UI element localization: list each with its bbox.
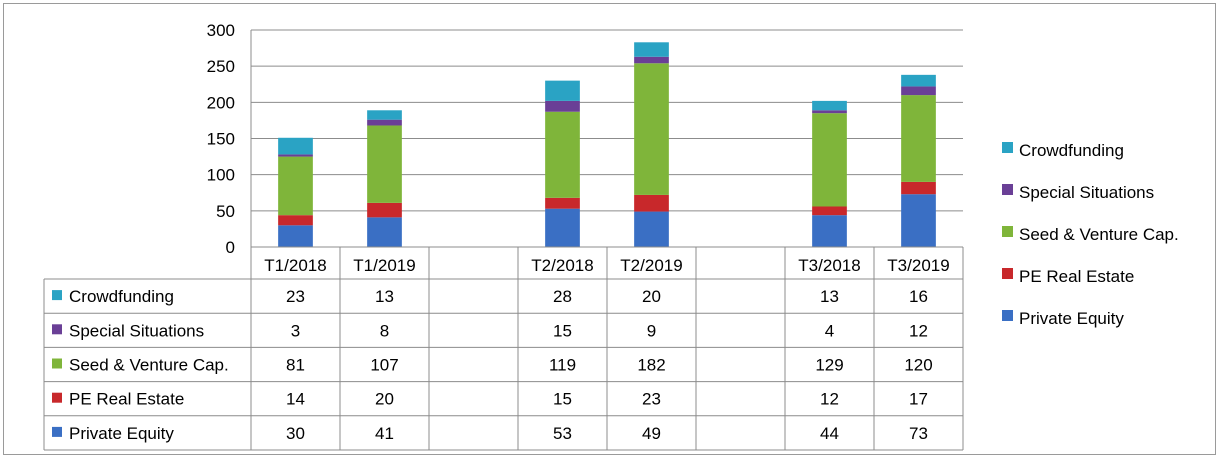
data-label-crowdfunding-t1-2019: 13: [375, 287, 394, 306]
data-label-private-equity-t1-2018: 30: [286, 424, 305, 443]
table-legend-key-private-equity: [52, 426, 62, 437]
bar-seed-venture-cap-t2-2018: [545, 111, 580, 198]
legend-key-private-equity: [1002, 310, 1013, 321]
category-label-t2-2018: T2/2018: [531, 256, 593, 275]
y-tick-label: 250: [207, 57, 235, 76]
bar-crowdfunding-t2-2019: [634, 42, 669, 57]
table-legend-key-pe-real-estate: [52, 392, 62, 403]
y-tick-label: 0: [226, 238, 235, 257]
bar-special-situations-t2-2019: [634, 56, 669, 64]
bar-crowdfunding-t1-2018: [278, 137, 313, 155]
data-label-seed-venture-cap-t1-2019: 107: [370, 356, 398, 375]
bar-special-situations-t3-2018: [812, 110, 847, 114]
table-legend-key-seed-venture-cap: [52, 358, 62, 369]
data-label-special-situations-t2-2018: 15: [553, 321, 572, 340]
bar-private-equity-t3-2018: [812, 215, 847, 247]
legend-label-pe-real-estate: PE Real Estate: [1019, 267, 1134, 286]
category-label-t2-2019: T2/2019: [620, 256, 682, 275]
data-label-seed-venture-cap-t3-2018: 129: [815, 356, 843, 375]
data-label-crowdfunding-t3-2019: 16: [909, 287, 928, 306]
bar-pe-real-estate-t2-2018: [545, 197, 580, 209]
bar-seed-venture-cap-t1-2019: [367, 125, 402, 203]
bar-crowdfunding-t1-2019: [367, 110, 402, 120]
category-label-t1-2019: T1/2019: [353, 256, 415, 275]
data-label-seed-venture-cap-t1-2018: 81: [286, 356, 305, 375]
bar-seed-venture-cap-t1-2018: [278, 156, 313, 216]
data-label-special-situations-t3-2019: 12: [909, 321, 928, 340]
data-label-private-equity-t2-2018: 53: [553, 424, 572, 443]
bar-private-equity-t1-2019: [367, 217, 402, 247]
category-label-t3-2019: T3/2019: [887, 256, 949, 275]
chart-frame: [3, 3, 1216, 455]
bar-special-situations-t3-2019: [901, 86, 936, 96]
data-label-special-situations-t2-2019: 9: [647, 321, 656, 340]
legend-key-seed-venture-cap: [1002, 226, 1013, 237]
legend-key-pe-real-estate: [1002, 268, 1013, 279]
bar-crowdfunding-t3-2018: [812, 100, 847, 111]
bar-crowdfunding-t2-2018: [545, 80, 580, 101]
data-label-pe-real-estate-t3-2018: 12: [820, 390, 839, 409]
legend-label-seed-venture-cap: Seed & Venture Cap.: [1019, 225, 1179, 244]
bar-pe-real-estate-t3-2019: [901, 181, 936, 195]
bar-pe-real-estate-t3-2018: [812, 206, 847, 216]
bar-special-situations-t1-2018: [278, 154, 313, 157]
bar-seed-venture-cap-t3-2019: [901, 95, 936, 182]
bar-seed-venture-cap-t3-2018: [812, 113, 847, 207]
bar-private-equity-t2-2018: [545, 208, 580, 247]
table-legend-key-crowdfunding: [52, 290, 62, 301]
data-label-crowdfunding-t2-2018: 28: [553, 287, 572, 306]
data-label-special-situations-t3-2018: 4: [825, 321, 834, 340]
data-label-seed-venture-cap-t2-2019: 182: [637, 356, 665, 375]
data-label-private-equity-t3-2019: 73: [909, 424, 928, 443]
data-label-private-equity-t3-2018: 44: [820, 424, 839, 443]
data-label-seed-venture-cap-t3-2019: 120: [904, 356, 932, 375]
bar-seed-venture-cap-t2-2019: [634, 63, 669, 195]
data-label-private-equity-t2-2019: 49: [642, 424, 661, 443]
data-label-pe-real-estate-t2-2019: 23: [642, 390, 661, 409]
bar-private-equity-t1-2018: [278, 225, 313, 247]
table-row-label-pe-real-estate: PE Real Estate: [69, 390, 184, 409]
category-label-t3-2018: T3/2018: [798, 256, 860, 275]
data-label-pe-real-estate-t1-2018: 14: [286, 390, 305, 409]
bar-special-situations-t1-2019: [367, 119, 402, 126]
bar-pe-real-estate-t1-2018: [278, 215, 313, 226]
bar-private-equity-t2-2019: [634, 211, 669, 247]
legend-label-crowdfunding: Crowdfunding: [1019, 141, 1124, 160]
table-row-label-private-equity: Private Equity: [69, 424, 174, 443]
bar-pe-real-estate-t1-2019: [367, 202, 402, 218]
legend-label-special-situations: Special Situations: [1019, 183, 1154, 202]
y-tick-label: 200: [207, 93, 235, 112]
data-label-pe-real-estate-t3-2019: 17: [909, 390, 928, 409]
table-row-label-special-situations: Special Situations: [69, 321, 204, 340]
bar-crowdfunding-t3-2019: [901, 74, 936, 87]
legend-key-crowdfunding: [1002, 142, 1013, 153]
data-label-special-situations-t1-2018: 3: [291, 321, 300, 340]
data-label-crowdfunding-t3-2018: 13: [820, 287, 839, 306]
legend-label-private-equity: Private Equity: [1019, 309, 1124, 328]
bar-private-equity-t3-2019: [901, 194, 936, 247]
data-label-pe-real-estate-t1-2019: 20: [375, 390, 394, 409]
table-legend-key-special-situations: [52, 324, 62, 335]
y-tick-label: 100: [207, 166, 235, 185]
table-row-label-crowdfunding: Crowdfunding: [69, 287, 174, 306]
data-label-private-equity-t1-2019: 41: [375, 424, 394, 443]
y-tick-label: 50: [216, 202, 235, 221]
data-label-crowdfunding-t1-2018: 23: [286, 287, 305, 306]
bar-special-situations-t2-2018: [545, 100, 580, 112]
data-label-pe-real-estate-t2-2018: 15: [553, 390, 572, 409]
table-row-label-seed-venture-cap: Seed & Venture Cap.: [69, 356, 229, 375]
legend-key-special-situations: [1002, 184, 1013, 195]
data-label-crowdfunding-t2-2019: 20: [642, 287, 661, 306]
bar-pe-real-estate-t2-2019: [634, 194, 669, 212]
data-label-seed-venture-cap-t2-2018: 119: [549, 356, 576, 375]
y-tick-label: 150: [207, 130, 235, 149]
data-label-special-situations-t1-2019: 8: [380, 321, 389, 340]
y-tick-label: 300: [207, 21, 235, 40]
category-label-t1-2018: T1/2018: [264, 256, 326, 275]
